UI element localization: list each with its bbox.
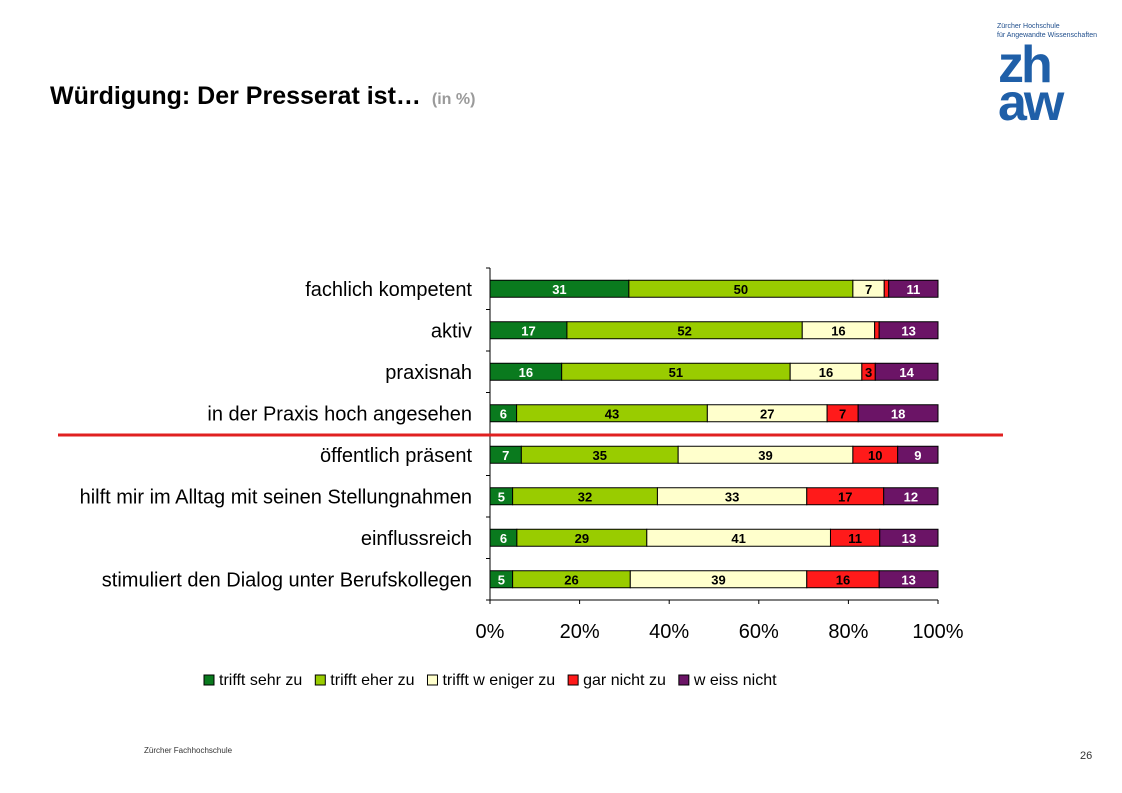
data-label: 17: [838, 489, 852, 504]
legend-swatch: [203, 674, 215, 686]
data-label: 33: [725, 489, 739, 504]
data-label: 5: [498, 489, 505, 504]
bar-segment: [878, 570, 939, 589]
data-label: 50: [734, 282, 748, 297]
data-label: 5: [498, 572, 505, 587]
page-title: Würdigung: Der Presserat ist… (in %): [50, 82, 475, 111]
bar-segment: [883, 279, 890, 298]
bar-segment: [897, 445, 939, 464]
data-label: 16: [519, 365, 533, 380]
data-label: 7: [502, 448, 509, 463]
category-label: in der Praxis hoch angesehen: [207, 403, 472, 425]
data-label: 9: [914, 448, 921, 463]
data-label: 43: [605, 406, 619, 421]
logo-line-2: für Angewandte Wissenschaften: [997, 32, 1098, 39]
data-label: 32: [578, 489, 592, 504]
legend-swatch: [426, 674, 438, 686]
category-label: öffentlich präsent: [320, 445, 472, 467]
category-label: einflussreich: [361, 528, 472, 550]
category-label: hilft mir im Alltag mit seinen Stellungn…: [80, 486, 472, 508]
legend-label: trifft eher zu: [330, 672, 414, 689]
legend-label: trifft w eniger zu: [442, 672, 555, 689]
x-tick-label: 80%: [828, 621, 868, 643]
data-label: 39: [758, 448, 772, 463]
x-tick-label: 20%: [560, 621, 600, 643]
data-label: 16: [836, 572, 850, 587]
page-number: 26: [1080, 750, 1093, 762]
category-label: praxisnah: [385, 362, 472, 384]
category-label: aktiv: [431, 320, 472, 342]
data-label: 13: [902, 531, 916, 546]
data-label: 41: [731, 531, 745, 546]
data-label: 18: [891, 406, 905, 421]
bar-segment: [888, 279, 939, 298]
data-label: 3: [865, 365, 872, 380]
bar-segment: [878, 321, 939, 340]
legend-swatch: [567, 674, 579, 686]
data-label: 10: [868, 448, 882, 463]
data-label: 13: [901, 323, 915, 338]
data-label: 6: [500, 406, 507, 421]
x-tick-label: 100%: [912, 621, 963, 643]
data-label: 26: [564, 572, 578, 587]
data-label: 16: [831, 323, 845, 338]
data-label: 11: [906, 282, 920, 297]
x-tick-label: 40%: [649, 621, 689, 643]
logo-mark-line-1: zh: [998, 36, 1053, 94]
bar-segment: [874, 321, 880, 340]
footer-text: Zürcher Fachhochschule: [144, 746, 233, 755]
zhaw-logo: Zürcher Hochschule für Angewandte Wissen…: [990, 22, 1100, 142]
data-label: 39: [711, 572, 725, 587]
data-label: 31: [552, 282, 566, 297]
data-label: 17: [521, 323, 535, 338]
title-text: Würdigung: Der Presserat ist…: [50, 82, 421, 110]
bar-segment: [874, 362, 939, 381]
logo-line-1: Zürcher Hochschule: [997, 23, 1060, 30]
data-label: 6: [500, 531, 507, 546]
data-label: 13: [901, 572, 915, 587]
bar-segment: [879, 528, 939, 547]
legend-label: trifft sehr zu: [219, 672, 302, 689]
data-label: 52: [677, 323, 691, 338]
data-label: 7: [865, 282, 872, 297]
data-label: 16: [819, 365, 833, 380]
bar-segment: [883, 487, 939, 506]
data-label: 29: [575, 531, 589, 546]
legend-label: gar nicht zu: [583, 672, 666, 689]
data-label: 12: [904, 489, 918, 504]
logo-mark: zh aw: [998, 36, 1100, 132]
data-label: 35: [593, 448, 607, 463]
x-tick-label: 0%: [476, 621, 505, 643]
category-label: fachlich kompetent: [305, 279, 472, 301]
data-label: 27: [760, 406, 774, 421]
data-label: 7: [839, 406, 846, 421]
data-label: 11: [848, 531, 862, 546]
legend-swatch: [314, 674, 326, 686]
x-tick-label: 60%: [739, 621, 779, 643]
data-label: 51: [669, 365, 683, 380]
title-unit: (in %): [431, 91, 476, 108]
legend-label: w eiss nicht: [693, 672, 777, 689]
bar-segment: [857, 404, 939, 423]
legend-swatch: [678, 674, 690, 686]
category-label: stimuliert den Dialog unter Berufskolleg…: [102, 569, 472, 591]
logo-mark-line-2: aw: [998, 74, 1064, 132]
data-label: 14: [899, 365, 914, 380]
